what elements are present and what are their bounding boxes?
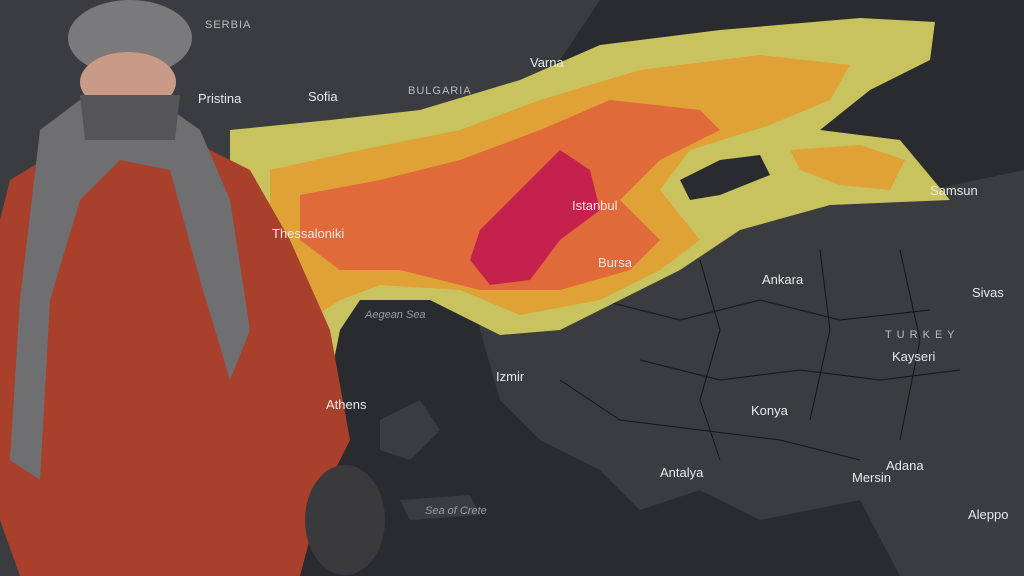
person-hat (68, 0, 192, 76)
marmara-sea (680, 155, 770, 200)
province-borders (559, 249, 961, 461)
city-label: Sofia (308, 89, 338, 104)
snow-zone-extreme (470, 150, 600, 285)
country-label: BULGARIA (408, 85, 472, 97)
country-label: T U R K E Y (885, 329, 956, 341)
city-label: Istanbul (572, 198, 618, 213)
city-label: Pristina (198, 91, 242, 106)
city-label: Bursa (598, 255, 633, 270)
city-label: Konya (751, 403, 789, 418)
city-label: Mersin (852, 470, 891, 485)
city-label: Ankara (762, 272, 804, 287)
city-label: Athens (326, 397, 367, 412)
person-coat (0, 130, 350, 576)
person-bag (305, 465, 385, 575)
country-label: SERBIA (205, 19, 251, 31)
city-label: Samsun (930, 183, 978, 198)
city-label: Aleppo (968, 507, 1008, 522)
snow-zone-heavy (300, 100, 720, 290)
city-label: Thessaloniki (272, 226, 344, 241)
sea-label: Aegean Sea (364, 309, 426, 321)
city-label: Adana (886, 458, 924, 473)
snow-zone-east (790, 145, 905, 190)
city-label: Antalya (660, 465, 704, 480)
city-label: Kayseri (892, 349, 935, 364)
city-label: Varna (530, 55, 564, 70)
city-label: Izmir (496, 369, 525, 384)
city-label: Sivas (972, 285, 1004, 300)
person-scarf (10, 95, 250, 480)
person-mask (80, 95, 180, 140)
sea-label: Sea of Crete (425, 505, 487, 517)
islands (380, 400, 480, 520)
